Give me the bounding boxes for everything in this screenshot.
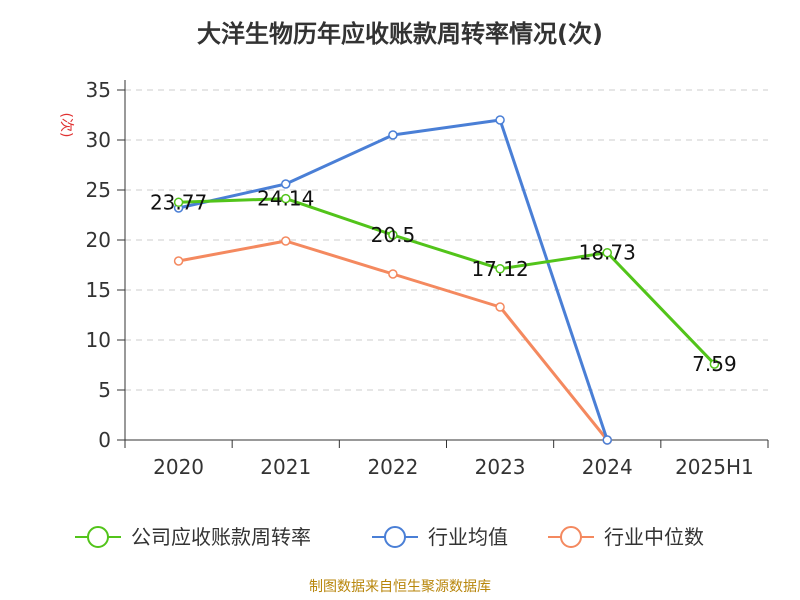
legend-swatch-marker xyxy=(384,526,406,548)
data-point xyxy=(602,247,612,258)
series-line xyxy=(178,197,716,366)
data-label: 20.5 xyxy=(371,223,416,247)
data-label: 18.73 xyxy=(579,241,636,265)
data-point xyxy=(388,130,398,140)
data-point xyxy=(173,197,184,208)
data-label: 24.14 xyxy=(257,187,314,211)
data-point xyxy=(281,179,291,189)
data-point xyxy=(495,264,505,274)
data-label: 17.12 xyxy=(471,257,528,281)
y-tick-label: 35 xyxy=(86,78,111,102)
legend-label: 行业均值 xyxy=(428,525,508,549)
x-tick-label: 2025H1 xyxy=(675,455,754,479)
x-tick-label: 2023 xyxy=(475,455,526,479)
y-tick-label: 25 xyxy=(86,178,111,202)
data-point xyxy=(495,115,505,125)
data-point xyxy=(388,269,398,279)
y-tick-label: 30 xyxy=(86,128,111,152)
y-tick-label: 5 xyxy=(98,378,111,402)
x-tick-label: 2021 xyxy=(260,455,311,479)
chart-title: 大洋生物历年应收账款周转率情况(次) xyxy=(197,20,603,48)
x-tick-label: 2020 xyxy=(153,455,204,479)
y-tick-label: 0 xyxy=(98,428,111,452)
legend-swatch-marker xyxy=(560,526,582,548)
x-tick-label: 2024 xyxy=(582,455,633,479)
data-point xyxy=(709,359,720,369)
data-label: 7.59 xyxy=(692,352,737,376)
legend-label: 公司应收账款周转率 xyxy=(131,525,311,549)
data-point xyxy=(173,256,184,266)
y-tick-label: 10 xyxy=(86,328,111,352)
data-label: 23.77 xyxy=(150,190,207,214)
y-tick-label: 15 xyxy=(86,278,111,302)
x-tick-label: 2022 xyxy=(367,455,418,479)
data-point xyxy=(495,302,505,312)
y-tick-label: 20 xyxy=(86,228,111,252)
data-point xyxy=(281,236,291,246)
series-line xyxy=(178,118,609,441)
data-point xyxy=(388,230,398,240)
legend-swatch-marker xyxy=(87,526,109,548)
legend-label: 行业中位数 xyxy=(604,525,704,549)
source-note: 制图数据来自恒生聚源数据库 xyxy=(309,579,491,595)
data-point xyxy=(602,435,612,445)
y-axis-unit: (次) xyxy=(58,113,74,138)
data-point xyxy=(281,193,291,204)
